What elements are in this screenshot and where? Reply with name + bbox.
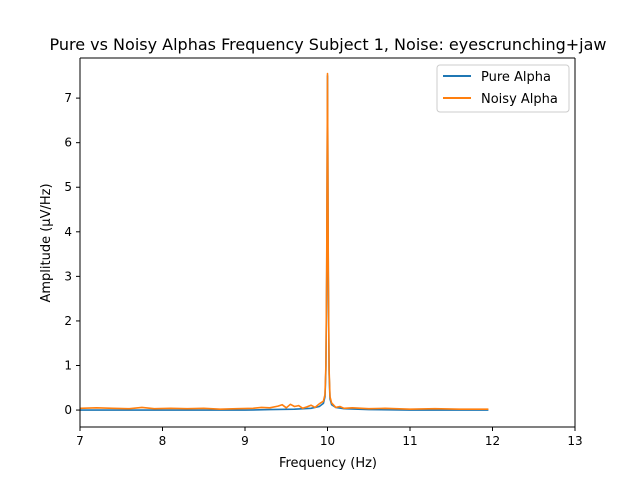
x-tick-label: 13 <box>567 434 582 448</box>
y-tick-label: 6 <box>64 136 72 150</box>
y-tick-label: 4 <box>64 225 72 239</box>
y-tick-label: 0 <box>64 403 72 417</box>
plot-area <box>79 57 576 428</box>
y-axis-label: Amplitude (μV/Hz) <box>39 183 54 302</box>
x-axis-label: Frequency (Hz) <box>279 456 377 471</box>
x-tick-label: 7 <box>76 434 84 448</box>
series-layer <box>79 72 489 411</box>
x-tick-label: 10 <box>320 434 335 448</box>
legend-label-pure-alpha: Pure Alpha <box>481 70 551 85</box>
legend-label-noisy-alpha: Noisy Alpha <box>481 92 558 107</box>
y-tick-label: 1 <box>64 359 72 373</box>
x-tick-label: 9 <box>241 434 249 448</box>
legend: Pure Alpha Noisy Alpha <box>436 64 570 113</box>
x-tick-label: 8 <box>159 434 167 448</box>
y-tick-label: 2 <box>64 314 72 328</box>
x-tick-label: 11 <box>402 434 417 448</box>
x-axis-ticks: 7 8 9 10 11 12 13 <box>76 427 583 448</box>
series-line-noisy-alpha <box>79 72 489 411</box>
x-tick-label: 12 <box>485 434 500 448</box>
y-tick-label: 3 <box>64 269 72 283</box>
y-axis-ticks: 0 1 2 3 4 5 6 7 <box>64 91 80 417</box>
chart-title: Pure vs Noisy Alphas Frequency Subject 1… <box>50 35 607 54</box>
y-tick-label: 7 <box>64 91 72 105</box>
y-tick-label: 5 <box>64 180 72 194</box>
